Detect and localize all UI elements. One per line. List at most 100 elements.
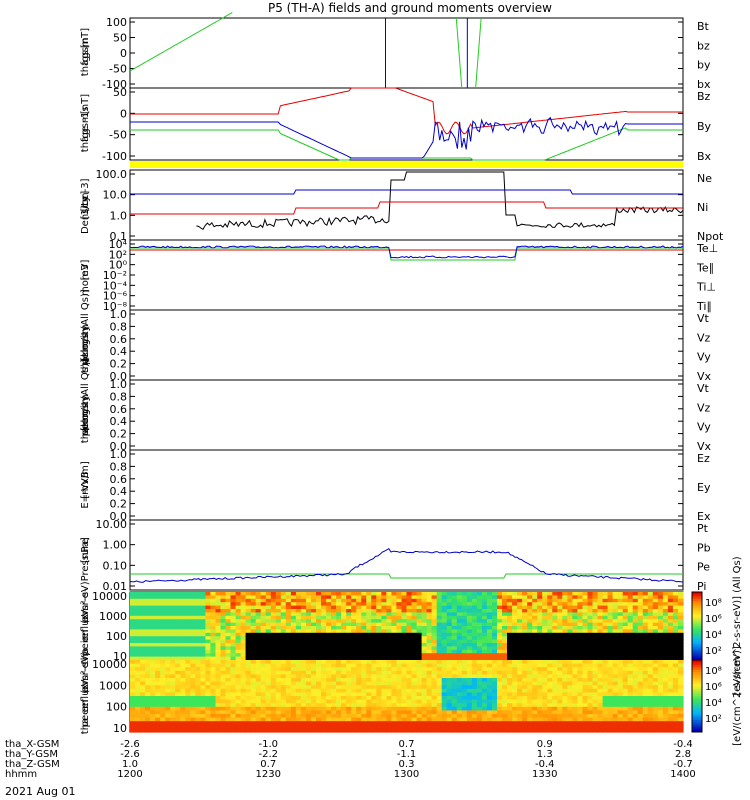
spectrogram-cell	[562, 703, 568, 708]
spectrogram-cell	[220, 724, 227, 729]
spectrogram-cell	[290, 612, 297, 617]
spectrogram-cell	[597, 703, 604, 708]
spectrogram-cell	[416, 629, 423, 634]
spectrogram-cell	[557, 699, 563, 704]
spectrogram-cell	[572, 602, 578, 607]
spectrogram-cell	[652, 692, 659, 697]
spectrogram-cell	[562, 696, 568, 701]
spectrogram-cell	[627, 595, 634, 600]
spectrogram-cell	[175, 717, 181, 722]
spectrogram-cell	[456, 670, 463, 675]
spectrogram-cell	[396, 681, 402, 686]
spectrogram-cell	[552, 602, 558, 607]
colorbar-cell	[692, 724, 702, 728]
spectrogram-cell	[587, 670, 594, 675]
spectrogram-cell	[235, 688, 242, 693]
spectrogram-cell	[662, 622, 669, 627]
spectrogram-cell	[260, 674, 267, 679]
spectrogram-cell	[210, 612, 216, 617]
spectrogram-cell	[336, 721, 342, 726]
spectrogram-cell	[481, 622, 488, 627]
spectrogram-cell	[311, 646, 317, 651]
spectrogram-cell	[456, 692, 463, 697]
spectrogram-cell	[466, 710, 473, 715]
spectrogram-cell	[175, 728, 181, 733]
spectrogram-cell	[210, 688, 216, 693]
spectrogram-cell	[170, 685, 176, 690]
spectrogram-cell	[386, 592, 392, 596]
spectrogram-cell	[557, 629, 563, 634]
spectrogram-cell	[160, 678, 166, 683]
spectrogram-cell	[401, 699, 408, 704]
spectrogram-cell	[446, 663, 453, 668]
spectrogram-cell	[602, 692, 609, 697]
spectrogram-cell	[577, 728, 583, 733]
spectrogram-cell	[160, 721, 166, 726]
legend-Bx: Bx	[697, 150, 712, 163]
spectrogram-cell	[295, 636, 302, 641]
spectrogram-cell	[471, 678, 478, 683]
spectrogram-cell	[436, 674, 443, 679]
spectrogram-cell	[667, 681, 674, 686]
colorbar-cell	[692, 607, 702, 611]
spectrogram-cell	[416, 728, 423, 733]
spectrogram-cell	[597, 656, 604, 661]
spectrogram-cell	[667, 703, 674, 708]
spectrogram-cell	[255, 688, 262, 693]
spectrogram-cell	[396, 717, 402, 722]
spectrogram-cell	[386, 724, 392, 729]
spectrogram-cell	[195, 681, 201, 686]
spectrogram-cell	[642, 699, 649, 704]
spectrogram-cell	[461, 598, 468, 603]
spectrogram-cell	[195, 598, 201, 603]
spectrogram-cell	[542, 714, 548, 719]
spectrogram-cell	[406, 685, 413, 690]
spectrogram-cell	[326, 717, 332, 722]
spectrogram-cell	[250, 592, 257, 596]
spectrogram-cell	[356, 660, 362, 665]
spectrogram-cell	[647, 592, 654, 596]
spectrogram-cell	[547, 714, 553, 719]
spectrogram-cell	[245, 612, 252, 617]
spectrogram-cell	[235, 602, 242, 607]
spectrogram-cell	[466, 699, 473, 704]
spectrogram-cell	[436, 670, 443, 675]
colorbar-cell	[692, 644, 702, 647]
spectrogram-cell	[486, 724, 493, 729]
colorbar-cell	[692, 616, 702, 620]
spectrogram-cell	[456, 656, 463, 661]
spectrogram-cell	[170, 622, 176, 627]
spectrogram-cell	[195, 699, 201, 704]
spectrogram-cell	[517, 721, 523, 726]
spectrogram-cell	[270, 592, 277, 596]
spectrogram-cell	[431, 598, 438, 603]
spectrogram-cell	[200, 660, 206, 665]
spectrogram-cell	[552, 681, 558, 686]
spectrogram-cell	[637, 622, 644, 627]
spectrogram-cell	[386, 728, 392, 733]
spectrogram-cell	[627, 678, 634, 683]
spectrogram-cell	[406, 646, 413, 651]
spectrogram-cell	[592, 595, 599, 600]
spectrogram-cell	[346, 703, 352, 708]
spectrogram-cell	[245, 667, 252, 672]
spectrogram-cell	[557, 721, 563, 726]
spectrogram-cell	[582, 592, 589, 596]
spectrogram-cell	[537, 660, 543, 665]
ytick-label: 10000	[92, 658, 127, 671]
spectrogram-cell	[652, 674, 659, 679]
spectrogram-cell	[446, 660, 453, 665]
spectrogram-cell	[592, 639, 599, 644]
spectrogram-cell	[326, 706, 332, 711]
spectrogram-cell	[602, 626, 609, 630]
colorbar-cell	[692, 712, 702, 716]
spectrogram-cell	[481, 685, 488, 690]
spectrogram-cell	[471, 622, 478, 627]
spectrogram-cell	[557, 717, 563, 722]
spectrogram-cell	[597, 629, 604, 634]
spectrogram-cell	[130, 660, 136, 665]
ylabel-line: peir	[80, 344, 91, 364]
spectrogram-cell	[461, 629, 468, 634]
spectrogram-cell	[426, 653, 433, 658]
